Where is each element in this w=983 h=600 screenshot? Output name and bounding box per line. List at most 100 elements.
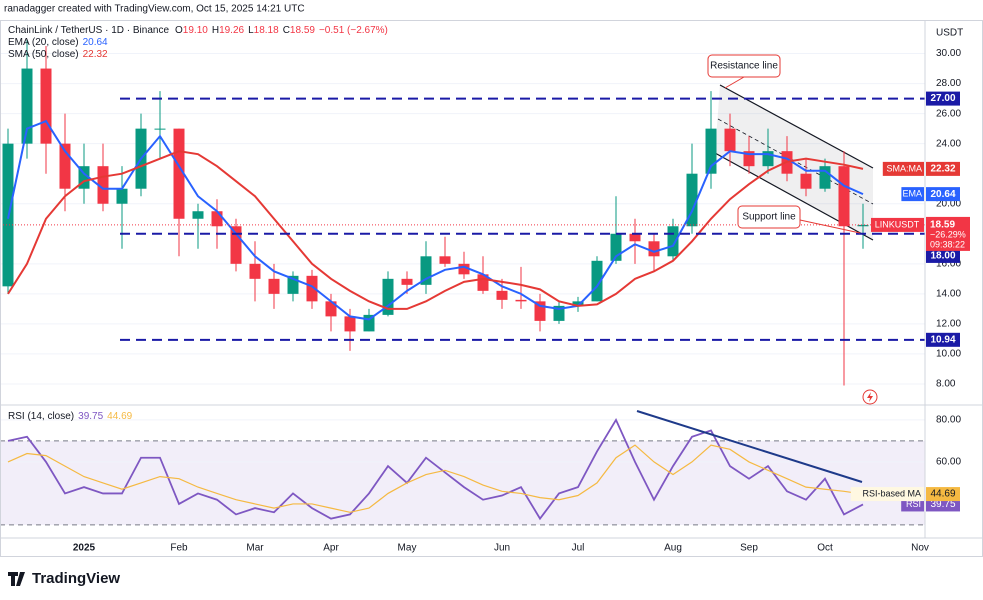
rsi-tag-box [926,487,960,502]
annotation-box [737,205,801,229]
candle-body [439,256,451,264]
candle-body [819,166,831,189]
last-price: 18.59 [930,220,955,231]
candle-body [667,226,679,257]
y-tick-label: 28.00 [936,78,961,89]
brand: TradingView [32,570,120,587]
candle-body [420,256,432,285]
y-tick-label: 10.00 [936,349,961,360]
candle-body [762,151,774,167]
rsi-value: 39.75 [78,411,103,422]
y-tick-label: 16.00 [936,258,961,269]
candle-body [78,166,90,189]
x-tick-label: Jun [494,543,510,554]
plot: 8.00 10.00 12.00 14.00 16.00 20.00 24.00 26.00 2… [0,40,970,554]
x-tick-label: Sep [740,543,758,554]
ohlc-value: 18.18 [254,25,279,36]
symbol-tag-name: LINKUSDT [875,219,920,229]
candle-body [496,290,508,300]
annotation: Support line [742,212,796,223]
level-label: 27.00 [930,93,955,104]
candle-body [325,301,337,317]
candle-body [724,128,736,152]
y-tick-label: 80.00 [936,415,961,426]
rsi-tag-name: RSI [906,499,921,509]
rsi-tag-value: 39.75 [930,499,955,510]
rsi-band [0,440,925,525]
y-tick-label: 30.00 [936,48,961,59]
candle-body [477,274,489,291]
x-tick-label: 2025 [73,543,96,554]
candle-body [21,68,33,144]
ohlc-value: 19.26 [219,25,244,36]
series-tag-value: 22.32 [930,164,955,175]
rsi-title: RSI (14, close) [8,411,74,422]
candle-body [192,211,204,219]
candle-body [515,299,527,302]
candle-body [97,166,109,204]
candle-body [629,233,641,242]
candle-body [363,314,375,332]
candle-body [40,68,52,144]
attribution: ranadagger created with TradingView.com,… [4,4,305,15]
ohlc-key: C [283,25,290,36]
series-tag-name-box [882,161,924,176]
indicator-name: EMA (20, close) [8,37,79,48]
series-tag-value: 20.64 [930,189,955,200]
y-tick-label: 60.00 [936,457,961,468]
rsi-value: 44.69 [107,411,132,422]
candle-body [116,188,128,204]
x-tick-label: Mar [246,543,264,554]
x-tick-label: Jul [572,543,585,554]
level-label: 18.00 [930,251,955,262]
candle-body [553,305,565,321]
rsi-tag-name: RSI-based MA [862,488,921,498]
symbol-tag-name-box [871,217,924,232]
series-line [7,150,864,310]
candle-body [743,151,755,167]
level-tag [926,332,960,347]
logo-mark [8,572,25,586]
x-tick-label: May [398,543,417,554]
change: −0.51 (−2.67%) [319,25,388,36]
x-tick-label: Nov [911,543,929,554]
series-line [7,119,864,321]
x-tick-label: Apr [323,543,339,554]
candle-body [610,233,622,261]
series-tag-box [926,161,960,176]
logo: TradingView [8,570,120,587]
indicator-name: SMA (50, close) [8,49,79,60]
ohlc-value: 19.10 [183,25,208,36]
last-change: −26.29% [930,229,966,239]
rsi-trendline [636,410,863,483]
series-tag-name: EMA [902,188,922,198]
rsi-tag-name-box [850,487,924,502]
candle-body [59,143,71,189]
candle-body [230,226,242,264]
series-tag-name: SMA:MA [886,163,922,173]
candle-body [287,275,299,294]
y-tick-label: 20.00 [936,198,961,209]
y-tick-label: 24.00 [936,138,961,149]
x-tick-label: Oct [817,543,833,554]
candle-body [648,241,660,257]
candle-body [686,173,698,227]
candle-body [705,128,717,174]
series-tag-name-box [901,187,924,202]
level-tag [926,248,960,263]
indicator-legend: SMA (50, close) 22.32 [8,49,108,60]
y-tick-label: 26.00 [936,108,961,119]
ohlc-key: H [212,25,219,36]
indicator-value: 20.64 [83,37,108,48]
series-tag-box [926,187,960,202]
y-tick-label: 14.00 [936,288,961,299]
last-price-tag [926,216,970,251]
candle-body [591,260,603,302]
symbol-title: ChainLink / TetherUS · 1D · Binance [8,25,169,36]
ohlc-key: O [175,25,183,36]
annotation: Resistance line [710,61,778,72]
candle-body [857,224,869,227]
ohlc-value: 18.59 [290,25,315,36]
candle-body [800,173,812,189]
